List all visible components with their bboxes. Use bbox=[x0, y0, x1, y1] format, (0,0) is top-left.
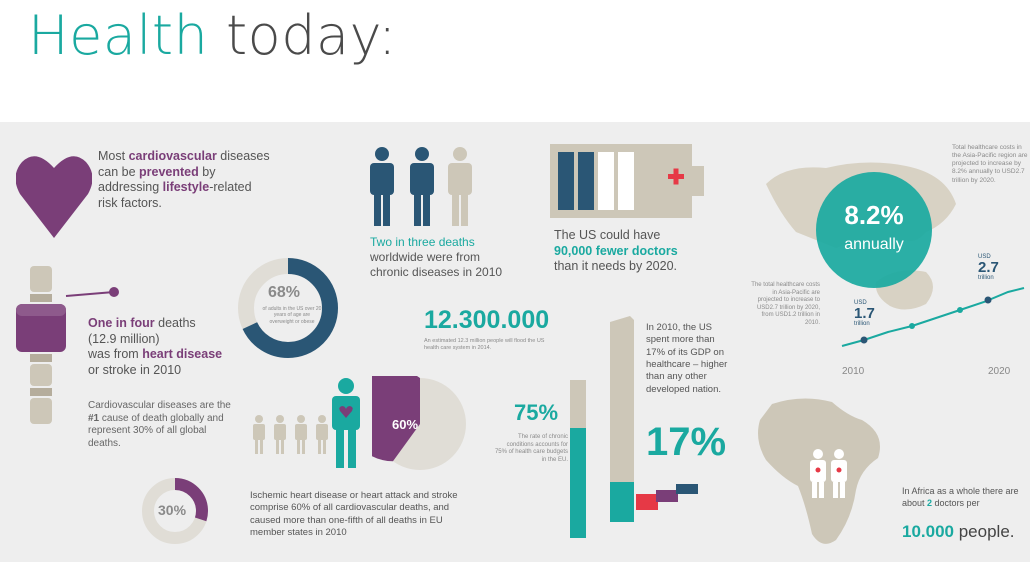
cardio-p1: Most bbox=[98, 149, 129, 163]
person-icon bbox=[295, 415, 307, 454]
chronic-b1: Two in three deaths bbox=[370, 235, 475, 249]
chronic-text: Two in three deaths worldwide were from … bbox=[370, 235, 520, 280]
big-number: 12.300.000 bbox=[424, 306, 550, 334]
page-title: Health today: bbox=[28, 4, 397, 67]
hd-b1: One in four bbox=[88, 316, 155, 330]
gdp-text: In 2010, the US spent more than 17% of i… bbox=[646, 322, 728, 395]
person-icon bbox=[253, 415, 265, 454]
chronic-p1: worldwide were from chronic diseases in … bbox=[370, 250, 503, 279]
doctors-b1: 90,000 fewer doctors bbox=[554, 243, 678, 258]
asia-map bbox=[766, 162, 956, 310]
people-icons bbox=[370, 147, 472, 226]
donut-68-caption: of adults in the US over 20 years of age… bbox=[262, 306, 322, 325]
ischemic-text: Ischemic heart disease or heart attack a… bbox=[250, 490, 458, 539]
title-rest: today: bbox=[208, 4, 397, 67]
infographic-panel: Most cardiovascular diseases can be prev… bbox=[0, 122, 1030, 562]
africa-p1: In Africa as a whole there are about bbox=[902, 486, 1019, 508]
teal-person-icon bbox=[332, 378, 360, 468]
person-icon bbox=[370, 147, 394, 226]
cardio-b3: lifestyle bbox=[162, 180, 210, 195]
asia-pct: 8.2% bbox=[844, 200, 904, 230]
chronic-eu-caption: The rate of chronic conditions accounts … bbox=[494, 434, 568, 463]
asia-end-val: 2.7 bbox=[978, 259, 999, 276]
donut-68-chart bbox=[238, 258, 338, 358]
africa-map bbox=[758, 398, 880, 544]
person-icon bbox=[274, 415, 286, 454]
doctors-p1: The US could have bbox=[554, 228, 661, 242]
africa-big-number: 10.000 bbox=[902, 522, 954, 541]
africa-p2: doctors per bbox=[932, 497, 980, 508]
gdp-bar-chart bbox=[610, 316, 698, 522]
gdp-pct: 17% bbox=[646, 420, 727, 464]
doctors-us-text: The US could have 90,000 fewer doctors t… bbox=[554, 228, 714, 275]
asia-label: annually bbox=[844, 236, 904, 253]
africa-text: In Africa as a whole there are about 2 d… bbox=[902, 486, 1022, 509]
donut-30-arc bbox=[142, 478, 208, 544]
asia-end-unit: trillion bbox=[978, 275, 994, 281]
cardio-p3: by addressing bbox=[98, 164, 216, 195]
cardio-b2: prevented bbox=[139, 164, 199, 179]
hd-p2: (12.9 million) bbox=[88, 331, 160, 346]
asia-note-mid: The total healthcare costs in Asia-Pacif… bbox=[751, 282, 820, 326]
asia-start-unit: trillion bbox=[854, 321, 870, 327]
cardio-p2: diseases can be bbox=[98, 149, 270, 179]
cardio-b1: cardiovascular bbox=[128, 149, 217, 163]
asia-end-value: USD 2.7 trillion bbox=[978, 254, 999, 281]
hd-p3: was from bbox=[88, 347, 143, 362]
hd-p1: deaths bbox=[154, 316, 196, 330]
asia-start-val: 1.7 bbox=[854, 305, 875, 322]
chronic-eu-pct: 75% bbox=[514, 400, 559, 425]
doctors-p2: than it needs by 2020. bbox=[554, 259, 678, 274]
africa-p3: people. bbox=[954, 522, 1015, 541]
big-number-caption: An estimated 12.3 million people will fl… bbox=[424, 338, 545, 351]
donut-30-label: 30% bbox=[158, 502, 187, 518]
asia-start-cur: USD bbox=[854, 300, 867, 306]
donut-68-label: 68% bbox=[268, 284, 301, 301]
cause-p2: cause of death globally and represent 30… bbox=[88, 412, 224, 449]
hd-b2: heart disease bbox=[142, 347, 223, 362]
asia-end-cur: USD bbox=[978, 254, 991, 260]
pie-60-label: 60% bbox=[392, 417, 419, 432]
battery-icon bbox=[550, 144, 704, 218]
spine-icon bbox=[16, 266, 119, 424]
doctor-icons bbox=[810, 449, 847, 498]
asia-note-top: Total healthcare costs in the Asia-Pacif… bbox=[952, 144, 1028, 184]
heart-disease-text: One in four deaths (12.9 million) was fr… bbox=[88, 316, 248, 379]
asia-start-value: USD 1.7 trillion bbox=[854, 300, 875, 327]
person-icon bbox=[316, 415, 328, 454]
asia-growth-line bbox=[841, 287, 1025, 347]
cardio-text: Most cardiovascular diseases can be prev… bbox=[98, 149, 273, 212]
africa-big: 10.000 people. bbox=[902, 522, 1015, 542]
africa-b1: 2 bbox=[927, 497, 933, 508]
person-icon bbox=[410, 147, 434, 226]
cause-b1: #1 bbox=[88, 412, 100, 424]
donut-68-arc bbox=[238, 258, 338, 358]
asia-year-start: 2010 bbox=[842, 366, 865, 377]
person-icon bbox=[448, 147, 472, 226]
asia-year-end: 2020 bbox=[988, 366, 1011, 377]
donut-30-chart bbox=[142, 478, 208, 544]
ischemic-people-icons bbox=[253, 378, 360, 468]
pie-60-chart bbox=[372, 376, 466, 470]
cardio-p4: -related risk factors. bbox=[98, 180, 252, 210]
chronic-eu-bar bbox=[570, 380, 586, 538]
title-highlight: Health bbox=[28, 4, 209, 67]
pie-60-slice bbox=[372, 376, 420, 462]
heart-icon bbox=[16, 156, 92, 238]
hd-p4: or stroke in 2010 bbox=[88, 362, 182, 377]
cause-text: Cardiovascular diseases are the #1 cause… bbox=[88, 400, 238, 450]
cause-p1: Cardiovascular diseases are the bbox=[88, 400, 231, 411]
